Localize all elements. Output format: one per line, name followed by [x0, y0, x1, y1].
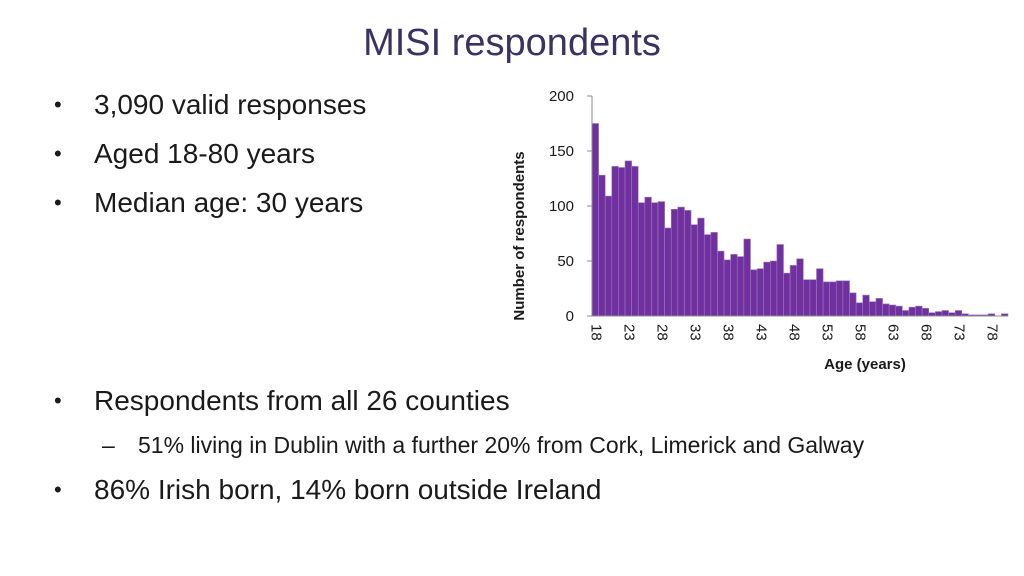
histogram-bar: [849, 292, 857, 317]
bullet-marker: •: [54, 141, 62, 166]
bullet-marker: •: [54, 92, 62, 117]
histogram-bar: [637, 202, 646, 317]
histogram-bar: [710, 232, 718, 317]
y-tick-label: 50: [557, 253, 574, 270]
histogram-bar: [829, 281, 837, 317]
histogram-bar: [717, 250, 725, 317]
histogram-bar: [816, 268, 824, 317]
y-tick-label: 200: [549, 88, 574, 105]
histogram-bar: [651, 202, 659, 317]
x-tick-label: 38: [719, 324, 736, 341]
bullet-text: 3,090 valid responses: [94, 89, 367, 120]
histogram-bar: [802, 279, 811, 317]
bullet-marker: •: [54, 477, 62, 502]
histogram-bar: [915, 305, 923, 317]
histogram-bar: [591, 123, 599, 317]
histogram-bar: [789, 265, 798, 317]
histogram-bar: [842, 280, 850, 317]
bullet-marker: •: [54, 388, 62, 413]
y-tick-label: 150: [549, 143, 574, 160]
histogram-bar: [769, 260, 778, 317]
x-tick-label: 18: [587, 324, 604, 341]
histogram-bar: [743, 238, 751, 317]
histogram-bar: [736, 256, 745, 317]
histogram-bar: [644, 196, 652, 317]
histogram-bar: [875, 298, 883, 317]
bullet-valid-responses: • 3,090 valid responses: [54, 80, 366, 129]
histogram-bar: [756, 268, 764, 317]
histogram-bar: [664, 227, 672, 317]
histogram-bar: [869, 301, 877, 317]
histogram-bar: [697, 217, 705, 317]
bullet-text: Aged 18-80 years: [94, 138, 316, 169]
x-tick-label: 43: [752, 324, 769, 341]
x-tick-label: 33: [686, 324, 703, 341]
histogram-bar: [921, 308, 930, 317]
sub-bullet-text: 51% living in Dublin with a further 20% …: [138, 432, 865, 458]
histogram-bar: [598, 174, 606, 317]
histogram-bar: [836, 280, 844, 317]
histogram-bar: [670, 209, 679, 317]
histogram-bar: [723, 259, 731, 317]
sub-bullet-dublin: –51% living in Dublin with a further 20%…: [54, 425, 864, 465]
histogram-bar: [750, 269, 758, 317]
x-tick-label: 73: [951, 324, 968, 341]
x-tick-label: 68: [917, 324, 934, 341]
y-tick-label: 0: [566, 308, 574, 325]
histogram-bar: [703, 234, 712, 317]
bullet-birthplace: • 86% Irish born, 14% born outside Irelan…: [54, 465, 864, 514]
histogram-bar: [611, 166, 619, 317]
x-tick-label: 48: [785, 324, 802, 341]
histogram-bar: [763, 261, 771, 317]
dash-marker: –: [102, 432, 115, 458]
bullet-text: 86% Irish born, 14% born outside Ireland: [94, 474, 602, 505]
histogram-bar: [908, 306, 916, 317]
histogram-bar: [776, 244, 784, 317]
histogram-bar: [604, 195, 613, 317]
x-tick-label: 53: [818, 324, 835, 341]
histogram-bar: [954, 310, 963, 317]
top-bullet-list: • 3,090 valid responses • Aged 18-80 years…: [54, 80, 366, 227]
age-histogram-chart: 0 50 100 150 200 18 23 28 33 38 43 48 53 58 63 68 73 78 Ag…: [511, 88, 1009, 373]
bullet-text: Median age: 30 years: [94, 187, 364, 218]
slide-title: MISI respondents: [363, 22, 661, 64]
x-tick-label: 63: [884, 324, 901, 341]
histogram-bar: [935, 311, 943, 317]
histogram-bar: [690, 224, 698, 317]
bullet-counties: • Respondents from all 26 counties: [54, 376, 864, 425]
histogram-bar: [882, 303, 890, 317]
histogram-bar: [902, 310, 910, 317]
x-tick-label: 23: [620, 324, 637, 341]
histogram-bar: [730, 254, 738, 317]
bottom-bullet-list: • Respondents from all 26 counties –51% l…: [54, 376, 864, 514]
bullet-age-range: • Aged 18-80 years: [54, 129, 366, 178]
bullet-marker: •: [54, 190, 62, 215]
histogram-bar: [684, 210, 692, 317]
histogram-bar: [855, 302, 864, 317]
histogram-bar: [631, 166, 639, 317]
x-tick-label: 58: [851, 324, 868, 341]
histogram-bar: [862, 294, 870, 317]
histogram-bar: [657, 201, 665, 317]
y-axis-title: Number of respondents: [511, 151, 528, 320]
bullet-median-age: • Median age: 30 years: [54, 178, 366, 227]
histogram-bar: [895, 305, 903, 317]
histogram-bar: [677, 206, 685, 317]
y-tick-label: 100: [549, 198, 574, 215]
bullet-text: Respondents from all 26 counties: [94, 385, 510, 416]
histogram-bar: [624, 160, 632, 317]
histogram-bar: [809, 279, 817, 317]
histogram-bar: [888, 304, 897, 317]
histogram-bar: [618, 167, 626, 317]
histogram-bar: [822, 281, 831, 317]
histogram-bar: [796, 258, 804, 317]
x-tick-label: 28: [653, 324, 670, 341]
x-axis-title: Age (years): [824, 356, 906, 373]
histogram-bar: [783, 272, 791, 317]
x-tick-label: 78: [984, 324, 1001, 341]
histogram-bar: [941, 310, 949, 317]
